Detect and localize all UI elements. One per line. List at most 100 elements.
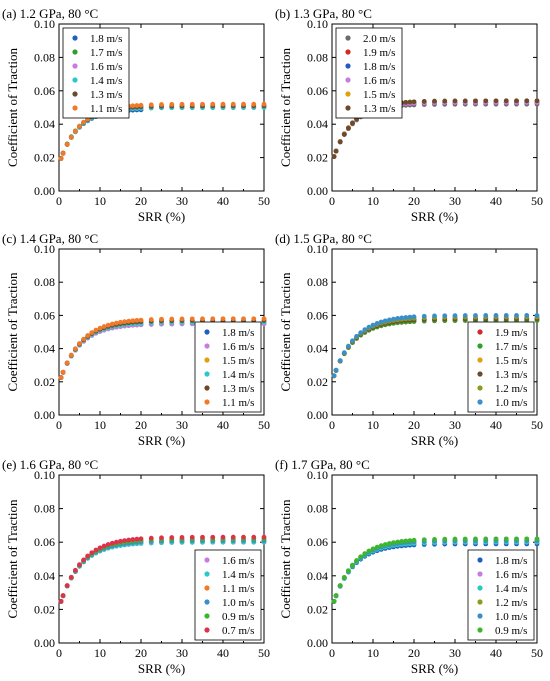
legend-marker [204, 399, 210, 405]
data-point [64, 583, 70, 588]
legend-marker [72, 49, 78, 55]
x-tick-label: 50 [258, 646, 270, 660]
panel-e: (e) 1.6 GPa, 80 °C 0 10 20 30 40 50 0.00 0.02 0.0… [2, 457, 270, 676]
panel-f: (f) 1.7 GPa, 80 °C 0 10 20 30 40 50 0.00 0.02 0.0… [275, 457, 543, 676]
legend-marker [204, 357, 210, 363]
x-tick-label: 30 [449, 646, 461, 660]
legend-entry: 1.4 m/s [495, 583, 527, 595]
x-tick-label: 40 [490, 418, 502, 432]
data-point [241, 101, 246, 107]
y-tick-label: 0.00 [307, 184, 328, 198]
data-point [200, 101, 205, 107]
data-point [210, 534, 216, 540]
data-point [442, 536, 448, 542]
y-tick-label: 0.06 [307, 84, 328, 98]
data-point [73, 128, 78, 134]
data-point [85, 553, 91, 559]
x-tick-label: 10 [367, 646, 379, 660]
panel-title: (c) 1.4 GPa, 80 °C [2, 231, 98, 246]
data-point [346, 343, 351, 349]
data-point [514, 98, 519, 104]
data-point [130, 318, 136, 324]
legend-entry: 1.9 m/s [495, 327, 527, 339]
y-axis-label: Coefficient of Traction [278, 272, 293, 391]
data-point [452, 536, 458, 542]
data-point [179, 316, 185, 322]
data-point [130, 537, 136, 542]
data-point [432, 98, 437, 104]
y-tick-label: 0.06 [34, 535, 55, 549]
data-point [341, 575, 347, 580]
y-tick-label: 0.04 [34, 117, 55, 131]
x-tick-label: 50 [531, 418, 543, 432]
legend-box [467, 549, 535, 641]
data-point [407, 538, 413, 544]
x-axis-label: SRR (%) [138, 209, 185, 224]
data-point [442, 313, 448, 319]
data-point [350, 120, 355, 126]
y-tick-label: 0.04 [307, 342, 328, 356]
y-tick-label: 0.06 [307, 535, 328, 549]
panel-a: (a) 1.2 GPa, 80 °C 0 10 20 30 40 50 0.00 0.02 0.0… [2, 6, 270, 224]
legend-marker [204, 557, 210, 563]
legend-marker [345, 35, 351, 41]
data-point [81, 557, 86, 563]
data-point [210, 316, 216, 322]
x-axis-label: SRR (%) [411, 209, 458, 224]
legend-entry: 1.6 m/s [495, 569, 527, 581]
data-point [403, 99, 409, 105]
data-point [331, 599, 337, 604]
data-point [411, 99, 417, 105]
data-point [138, 317, 144, 323]
x-tick-label: 0 [329, 646, 335, 660]
data-point [251, 316, 257, 322]
data-point [81, 119, 86, 125]
y-tick-label: 0.08 [307, 50, 328, 64]
x-tick-label: 50 [258, 194, 270, 208]
legend-entry: 1.4 m/s [222, 569, 254, 581]
data-point [122, 538, 127, 544]
x-tick-label: 40 [217, 646, 229, 660]
legend-box [467, 321, 535, 413]
legend-box [335, 27, 403, 119]
legend-marker [477, 613, 483, 619]
data-point [503, 98, 509, 104]
legend-marker [345, 105, 351, 111]
data-point [462, 98, 468, 104]
data-point [58, 156, 64, 161]
data-point [382, 318, 388, 324]
data-point [366, 548, 372, 554]
y-tick-label: 0.00 [307, 408, 328, 422]
data-point [261, 316, 267, 322]
data-point [514, 313, 519, 318]
legend-marker [345, 49, 351, 55]
legend-marker [204, 385, 210, 391]
y-tick-label: 0.06 [307, 308, 328, 322]
data-point [210, 101, 216, 107]
data-points [331, 536, 540, 604]
data-point [493, 98, 499, 104]
x-tick-label: 10 [94, 646, 106, 660]
legend-entry: 1.8 m/s [90, 33, 122, 45]
data-point [60, 593, 66, 598]
data-point [378, 543, 384, 549]
data-point [442, 98, 448, 104]
x-tick-label: 30 [176, 418, 188, 432]
x-axis-label: SRR (%) [411, 433, 458, 448]
data-point [60, 150, 66, 156]
legend-box [62, 27, 130, 119]
y-tick-label: 0.00 [34, 408, 55, 422]
y-tick-label: 0.10 [307, 242, 328, 256]
legend: 2.0 m/s 1.9 m/s 1.8 m/s 1.6 m/s 1.5 m/s 1.3 m… [335, 27, 403, 119]
data-point [534, 313, 540, 318]
data-point [333, 593, 339, 599]
x-tick-label: 20 [408, 194, 420, 208]
data-point [118, 319, 123, 325]
x-axis-label: SRR (%) [138, 661, 185, 676]
data-point [101, 324, 107, 329]
data-point [159, 102, 164, 107]
y-tick-label: 0.08 [34, 275, 55, 289]
y-tick-label: 0.02 [307, 375, 328, 389]
data-point [333, 367, 339, 373]
